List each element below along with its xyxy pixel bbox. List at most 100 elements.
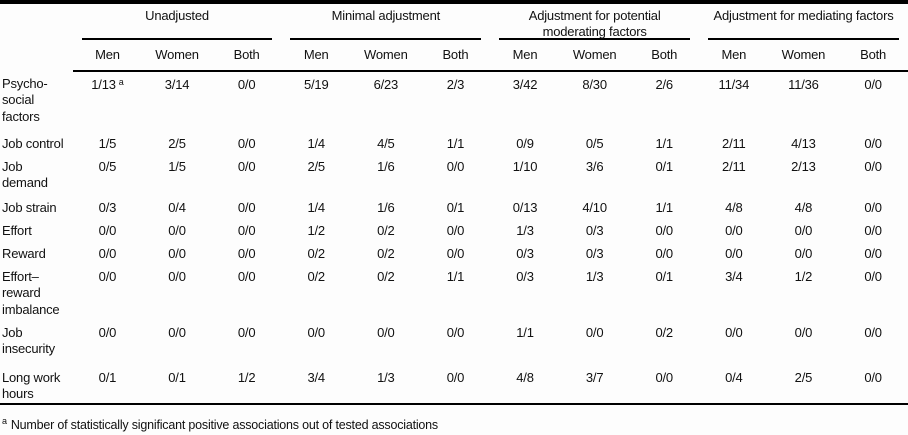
table-cell: 1/1 — [516, 325, 534, 340]
column-header-both: Both — [838, 40, 908, 72]
table-cell: 1/1 — [446, 269, 465, 284]
table-cell: 0/0 — [585, 325, 604, 340]
table-cell: 0/0 — [446, 159, 465, 174]
row-label: Effort — [2, 223, 32, 238]
table-cell: 0/5 — [585, 136, 604, 151]
table-cell: 1/4 — [307, 136, 325, 151]
table-cell: 0/4 — [699, 365, 769, 405]
table-cell: 0/0 — [237, 136, 256, 151]
column-group-header-moderating-factors: Adjustment for potential moderating fact… — [490, 2, 699, 40]
table-cell: 11/36 — [788, 77, 819, 92]
table-cell: 0/0 — [237, 159, 256, 174]
table-cell: 0/0 — [725, 223, 743, 238]
column-group-header-minimal-adjustment: Minimal adjustment — [281, 2, 490, 40]
table-cell: 0/0 — [446, 246, 465, 261]
table-cell: 0/2 — [655, 325, 673, 340]
table-cell: 1/3 — [585, 269, 604, 284]
table-cell: 0/0 — [168, 269, 186, 284]
table-cell: 0/1 — [446, 200, 465, 215]
row-label: Long work hours — [0, 365, 73, 405]
table-cell: 1/1 — [446, 136, 465, 151]
footnote-text: Number of statistically significant posi… — [10, 417, 438, 432]
table-cell: 1/2 — [794, 269, 813, 284]
table-cell: 0/0 — [237, 77, 256, 92]
row-label: Job control — [2, 136, 64, 151]
table-cell: 1/6 — [377, 159, 395, 174]
table-cell: 0/3 — [98, 200, 117, 215]
table-cell: 3/4 — [281, 365, 352, 405]
column-header-women: Women — [351, 40, 421, 72]
table-cell: 0/2 — [377, 269, 395, 284]
table-cell: 0/0 — [864, 325, 882, 340]
table-cell: 2/5 — [307, 159, 325, 174]
table-cell: 2/11 — [722, 159, 746, 174]
table-cell: 0/1 — [142, 365, 212, 405]
column-header-both: Both — [420, 40, 491, 72]
results-table: Unadjusted Minimal adjustment Adjustment… — [0, 0, 908, 405]
table-cell: 2/5 — [168, 136, 186, 151]
column-group-label: Minimal adjustment — [331, 8, 441, 23]
column-header-both: Both — [629, 40, 700, 72]
column-header-women: Women — [142, 40, 212, 72]
table-cell: 6/23 — [373, 77, 399, 92]
table-cell: 0/2 — [307, 246, 325, 261]
table-cell: 0/3 — [585, 223, 604, 238]
table-cell: 1/13 a — [73, 71, 143, 131]
table-cell: 0/0 — [446, 223, 465, 238]
table-cell: 0/0 — [864, 77, 882, 92]
table-cell: 0/0 — [725, 325, 743, 340]
table-cell: 0/0 — [98, 223, 117, 238]
table-cell: 0/0 — [307, 325, 325, 340]
table-cell: 4/13 — [791, 136, 816, 151]
table-cell: 1/2 — [307, 223, 325, 238]
table-row-reward: Reward 0/0 0/0 0/0 0/2 0/2 0/0 0/3 0/3 0… — [0, 241, 908, 264]
column-header-women: Women — [559, 40, 630, 72]
corner-cell — [0, 40, 73, 71]
table-cell: 0/0 — [168, 246, 186, 261]
table-cell: 0/1 — [655, 159, 673, 174]
table-cell: 0/1 — [72, 365, 143, 405]
table-cell: 0/0 — [168, 223, 186, 238]
row-label: Job insecurity — [2, 325, 55, 357]
table-cell: 4/10 — [582, 200, 607, 215]
table-cell: 0/0 — [655, 223, 673, 238]
table-cell: 0/0 — [864, 269, 882, 284]
column-subheader-row: Men Women Both Men Women Both Men Women … — [0, 40, 908, 72]
table-cell: 0/0 — [237, 223, 256, 238]
table-cell: 0/3 — [585, 246, 604, 261]
footnote-marker: a — [2, 415, 7, 426]
table-cell: 0/13 — [512, 200, 538, 215]
table-row-job-strain: Job strain 0/3 0/4 0/0 1/4 1/6 0/1 0/13 … — [0, 195, 908, 218]
table-cell: 0/0 — [794, 246, 813, 261]
table-cell: 0/3 — [516, 269, 534, 284]
table-cell: 0/2 — [377, 223, 395, 238]
column-header-men: Men — [490, 40, 560, 72]
table-cell: 4/8 — [725, 200, 743, 215]
table-row-job-insecurity: Job insecurity 0/0 0/0 0/0 0/0 0/0 0/0 1… — [0, 320, 908, 365]
table-cell: 0/0 — [168, 325, 186, 340]
table-cell: 4/5 — [377, 136, 395, 151]
table-cell: 0/0 — [237, 325, 256, 340]
column-group-header-mediating-factors: Adjustment for mediating factors — [699, 2, 908, 40]
table-cell: 1/2 — [211, 365, 282, 405]
table-row-effort-reward-imbalance: Effort– reward imbalance 0/0 0/0 0/0 0/2… — [0, 264, 908, 320]
cell-value: 1/13 — [91, 77, 116, 92]
column-header-women: Women — [768, 40, 839, 72]
footnote-marker: a — [118, 77, 124, 87]
table-cell: 1/1 — [655, 136, 673, 151]
table-cell: 0/0 — [98, 325, 117, 340]
table-cell: 0/2 — [307, 269, 325, 284]
table-cell: 0/5 — [98, 159, 117, 174]
table-cell: 0/0 — [237, 200, 256, 215]
table-row-long-work-hours: Long work hours 0/1 0/1 1/2 3/4 1/3 0/0 … — [0, 365, 908, 405]
table-cell: 2/5 — [768, 365, 839, 405]
table-row-job-demand: Job demand 0/5 1/5 0/0 2/5 1/6 0/0 1/10 … — [0, 154, 908, 195]
column-header-both: Both — [211, 40, 282, 72]
column-group-label: Adjustment for mediating factors — [713, 8, 894, 23]
row-label: Job strain — [2, 200, 57, 215]
table-cell: 0/0 — [98, 246, 117, 261]
column-header-men: Men — [699, 40, 769, 72]
table-cell: 0/0 — [864, 200, 882, 215]
table-cell: 1/6 — [377, 200, 395, 215]
